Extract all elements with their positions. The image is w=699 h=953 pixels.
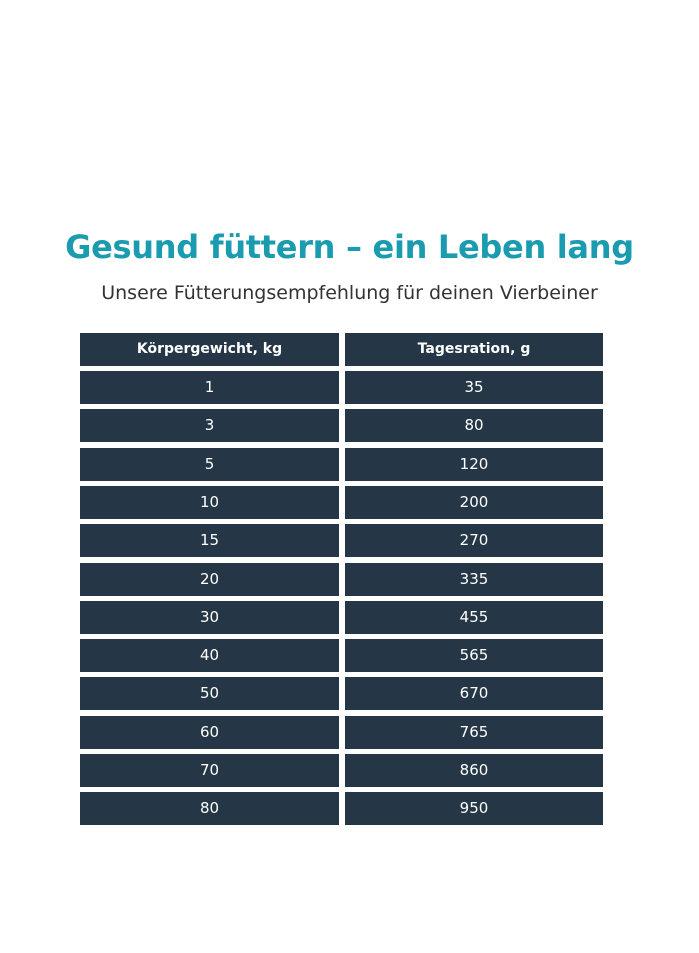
table-cell: 35 bbox=[345, 371, 603, 404]
table-cell: 860 bbox=[345, 754, 603, 787]
column-header: Körpergewicht, kg bbox=[80, 333, 339, 366]
table-cell: 3 bbox=[80, 409, 339, 443]
title: Gesund füttern – ein Leben lang bbox=[65, 228, 634, 266]
table-cell: 5 bbox=[80, 447, 339, 481]
table-cell: 670 bbox=[345, 677, 603, 711]
table-cell: 1 bbox=[80, 371, 339, 404]
table-cell: 455 bbox=[345, 600, 603, 634]
table-cell: 15 bbox=[80, 524, 339, 558]
table-cell: 765 bbox=[345, 715, 603, 749]
table-cell: 20 bbox=[80, 562, 339, 596]
table-cell: 120 bbox=[345, 447, 603, 481]
table-cell: 40 bbox=[80, 639, 339, 673]
table-cell: 70 bbox=[80, 754, 339, 787]
table-cell: 60 bbox=[80, 715, 339, 749]
table-cell: 335 bbox=[345, 562, 603, 596]
table-cell: 10 bbox=[80, 485, 339, 519]
subtitle: Unsere Fütterungsempfehlung für deinen V… bbox=[101, 282, 598, 304]
table-cell: 80 bbox=[345, 409, 603, 443]
table-cell: 950 bbox=[345, 792, 603, 826]
column-header: Tagesration, g bbox=[345, 333, 603, 366]
table-cell: 270 bbox=[345, 524, 603, 558]
table-cell: 565 bbox=[345, 639, 603, 673]
table-cell: 80 bbox=[80, 792, 339, 826]
table-cell: 30 bbox=[80, 600, 339, 634]
table-cell: 200 bbox=[345, 485, 603, 519]
table-cell: 50 bbox=[80, 677, 339, 711]
